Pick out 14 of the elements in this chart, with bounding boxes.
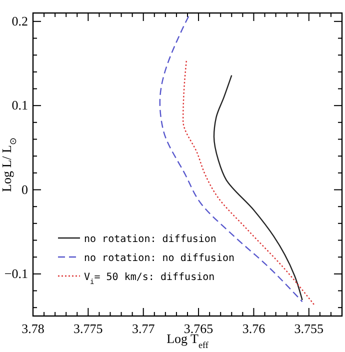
legend-label: no rotation: no diffusion bbox=[84, 253, 235, 264]
legend-label: V$_{i}$= 50 km/s: diffusion bbox=[84, 272, 215, 286]
x-tick-label: 3.775 bbox=[74, 321, 103, 336]
x-tick-label: 3.78 bbox=[22, 321, 44, 336]
y-tick-label: 0.1 bbox=[12, 98, 28, 113]
legend-label: no rotation: diffusion bbox=[84, 234, 216, 245]
x-tick-label: 3.77 bbox=[132, 321, 156, 336]
x-tick-label: 3.765 bbox=[184, 321, 214, 336]
y-tick-label: 0.2 bbox=[12, 13, 28, 28]
x-tick-label: 3.755 bbox=[294, 321, 324, 336]
y-tick-label: 0 bbox=[22, 182, 28, 197]
y-tick-label: −0.1 bbox=[4, 266, 28, 281]
x-tick-label: 3.76 bbox=[242, 321, 266, 336]
line-series bbox=[159, 16, 303, 302]
